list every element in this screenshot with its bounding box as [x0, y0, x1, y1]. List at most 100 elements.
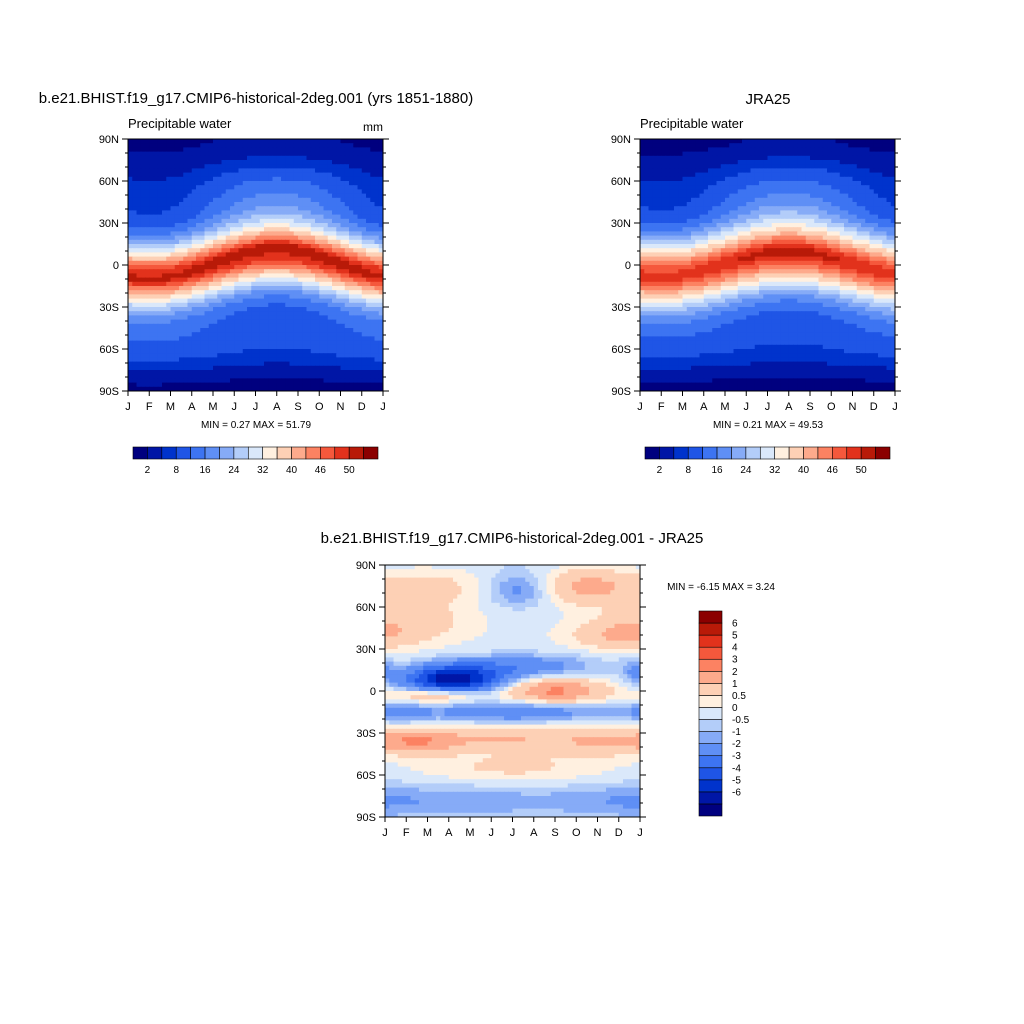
contour-cell: [153, 248, 159, 253]
contour-cell: [353, 151, 359, 157]
contour-cell: [293, 227, 299, 232]
contour-cell: [242, 139, 248, 144]
contour-cell: [234, 382, 240, 388]
contour-cell: [865, 160, 871, 165]
contour-cell: [276, 365, 282, 371]
contour-cell: [200, 302, 206, 308]
contour-cell: [716, 223, 722, 228]
contour-cell: [801, 147, 807, 153]
contour-cell: [157, 202, 163, 207]
contour-cell: [132, 189, 138, 195]
contour-cell: [754, 147, 760, 153]
contour-cell: [763, 214, 769, 220]
contour-cell: [827, 214, 832, 220]
contour-cell: [204, 244, 210, 249]
contour-cell: [357, 214, 363, 220]
contour-cell: [247, 235, 252, 241]
contour-cell: [750, 214, 756, 220]
contour-cell: [272, 223, 278, 228]
contour-cell: [234, 189, 240, 195]
contour-cell: [191, 172, 197, 178]
contour-cell: [315, 151, 320, 157]
contour-cell: [844, 210, 849, 216]
contour-cell: [886, 223, 892, 228]
contour-cell: [302, 223, 308, 228]
contour-cell: [276, 260, 282, 266]
contour-cell: [230, 332, 235, 337]
contour-cell: [145, 244, 150, 249]
contour-cell: [827, 160, 832, 165]
contour-cell: [149, 269, 155, 274]
contour-cell: [285, 328, 291, 333]
contour-cell: [835, 206, 841, 211]
contour-cell: [247, 277, 252, 283]
contour-cell: [332, 370, 337, 375]
contour-cell: [353, 336, 359, 342]
contour-cell: [882, 155, 888, 161]
contour-cell: [712, 172, 718, 178]
contour-cell: [361, 349, 367, 354]
contour-cell: [378, 143, 383, 148]
contour-cell: [162, 176, 167, 182]
contour-cell: [695, 218, 701, 224]
contour-cell: [200, 353, 206, 358]
contour-cell: [306, 265, 312, 270]
contour-cell: [336, 176, 342, 182]
contour-cell: [716, 160, 722, 165]
contour-cell: [234, 210, 240, 216]
contour-cell: [149, 248, 155, 253]
contour-cell: [183, 265, 189, 270]
contour-cell: [865, 147, 871, 153]
contour-cell: [132, 252, 138, 258]
contour-cell: [276, 172, 282, 178]
contour-cell: [204, 164, 210, 169]
contour-cell: [822, 143, 828, 148]
contour-cell: [170, 370, 176, 375]
contour-cell: [285, 185, 291, 190]
contour-cell: [153, 185, 159, 190]
contour-cell: [259, 265, 265, 270]
contour-cell: [695, 206, 701, 211]
contour-cell: [344, 143, 350, 148]
contour-cell: [315, 311, 320, 316]
contour-cell: [285, 176, 291, 182]
contour-cell: [132, 365, 138, 371]
contour-cell: [665, 197, 671, 203]
contour-cell: [361, 353, 367, 358]
contour-cell: [699, 139, 705, 144]
contour-cell: [285, 172, 291, 178]
contour-cell: [238, 189, 244, 195]
contour-cell: [323, 206, 329, 211]
contour-cell: [374, 160, 380, 165]
contour-cell: [349, 328, 354, 333]
contour-cell: [128, 357, 133, 363]
contour-cell: [162, 244, 167, 249]
contour-cell: [349, 277, 354, 283]
contour-cell: [276, 323, 282, 329]
contour-cell: [366, 235, 371, 241]
contour-cell: [132, 269, 138, 274]
contour-cell: [213, 349, 218, 354]
contour-cell: [298, 265, 303, 270]
contour-cell: [234, 227, 240, 232]
contour-cell: [357, 139, 363, 144]
contour-cell: [140, 248, 146, 253]
contour-cell: [767, 155, 773, 161]
contour-cell: [204, 332, 210, 337]
contour-cell: [378, 227, 383, 232]
contour-cell: [234, 328, 240, 333]
contour-cell: [366, 139, 371, 144]
contour-cell: [366, 290, 371, 295]
contour-cell: [204, 378, 210, 384]
contour-cell: [153, 176, 159, 182]
contour-cell: [281, 151, 286, 157]
contour-cell: [640, 143, 645, 148]
contour-cell: [695, 151, 701, 157]
contour-cell: [272, 193, 278, 199]
contour-cell: [370, 218, 376, 224]
contour-cell: [302, 244, 308, 249]
contour-cell: [370, 265, 376, 270]
contour-cell: [128, 223, 133, 228]
contour-cell: [302, 214, 308, 220]
contour-cell: [191, 277, 197, 283]
